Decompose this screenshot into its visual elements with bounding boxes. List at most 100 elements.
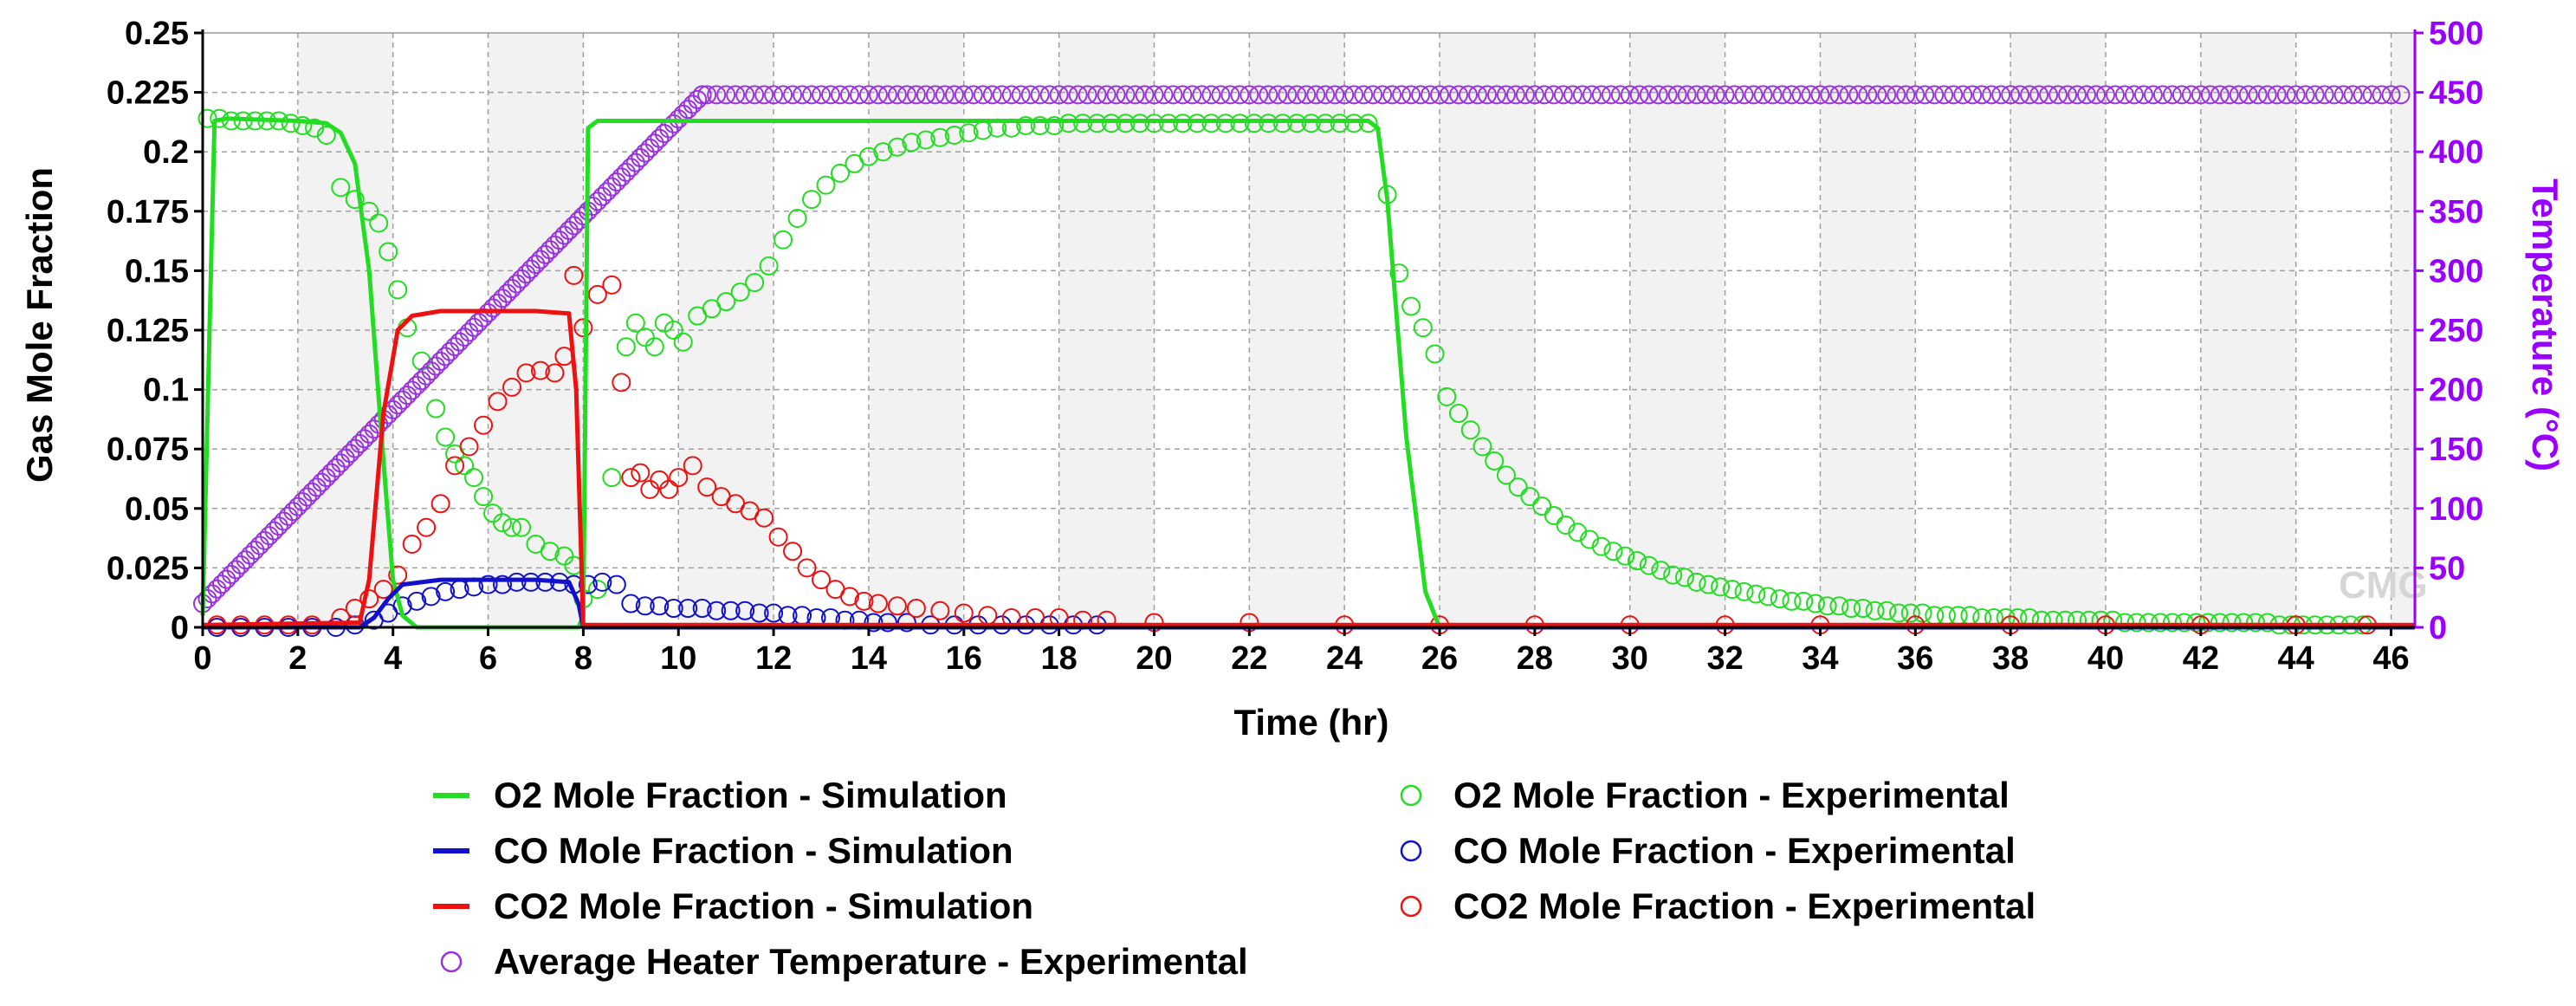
data-point xyxy=(1763,85,1783,105)
data-point xyxy=(369,213,389,233)
data-point xyxy=(1582,85,1602,105)
data-point xyxy=(635,143,655,163)
data-point xyxy=(982,85,1002,105)
legend-item-co-mole-fraction-simulation: CO Mole Fraction - Simulation xyxy=(433,830,1013,871)
data-point xyxy=(402,534,422,554)
data-point xyxy=(302,482,322,502)
data-point xyxy=(2286,85,2306,105)
legend-item-co2-mole-fraction-experimental: CO2 Mole Fraction - Experimental xyxy=(1400,886,2036,926)
data-point xyxy=(2039,85,2059,105)
data-point xyxy=(1889,603,1909,623)
data-point xyxy=(1620,85,1640,105)
data-point xyxy=(602,275,622,295)
data-point xyxy=(1239,85,1259,105)
series-co2-mole-fraction-experimental xyxy=(207,265,2378,635)
data-point xyxy=(688,89,708,109)
data-point xyxy=(1770,589,1790,609)
data-point xyxy=(1801,85,1821,105)
data-point xyxy=(2181,85,2201,105)
x-tick-label: 40 xyxy=(2087,640,2124,677)
x-tick-label: 10 xyxy=(660,640,696,677)
data-point xyxy=(735,600,755,620)
data-point xyxy=(1215,114,1235,133)
data-point xyxy=(2234,613,2254,633)
data-point xyxy=(1192,85,1212,105)
x-tick-label: 12 xyxy=(755,640,792,677)
data-point xyxy=(516,363,536,383)
data-point xyxy=(554,225,574,245)
data-point xyxy=(1639,555,1659,575)
data-point xyxy=(1848,85,1868,105)
data-point xyxy=(411,371,431,391)
data-point xyxy=(854,591,874,611)
data-point xyxy=(2124,85,2144,105)
data-point xyxy=(1696,85,1716,105)
data-point xyxy=(1354,85,1374,105)
data-point xyxy=(221,565,241,585)
data-point xyxy=(2257,85,2277,105)
data-point xyxy=(2305,85,2325,105)
data-point xyxy=(1244,114,1264,133)
data-point xyxy=(402,380,422,400)
data-point xyxy=(716,292,736,312)
data-point xyxy=(864,613,883,633)
data-point xyxy=(697,477,717,497)
data-point xyxy=(1078,85,1097,105)
data-point xyxy=(554,546,574,566)
data-point xyxy=(1674,568,1694,587)
data-point xyxy=(606,574,626,594)
data-point xyxy=(1477,85,1497,105)
data-point xyxy=(1722,580,1742,600)
data-point xyxy=(197,588,217,608)
data-point xyxy=(1472,437,1492,457)
data-point xyxy=(2087,85,2107,105)
data-point xyxy=(2257,613,2277,633)
data-point xyxy=(411,351,431,371)
data-point xyxy=(1425,344,1445,364)
data-point xyxy=(493,289,513,308)
legend-circle-swatch xyxy=(1400,895,1422,918)
data-point xyxy=(2029,85,2049,105)
y2-tick-label: 100 xyxy=(2429,491,2483,528)
data-point xyxy=(493,513,513,533)
legend-circle-swatch xyxy=(1400,840,1422,862)
data-point xyxy=(716,85,736,105)
data-point xyxy=(906,599,926,619)
data-point xyxy=(388,565,408,585)
data-point xyxy=(1686,85,1706,105)
data-point xyxy=(1829,596,1849,616)
data-point xyxy=(1106,85,1126,105)
data-point xyxy=(1677,85,1697,105)
data-point xyxy=(1001,85,1021,105)
data-point xyxy=(1972,85,1992,105)
data-point xyxy=(963,85,983,105)
data-point xyxy=(849,85,869,105)
data-point xyxy=(1960,606,1980,626)
data-point xyxy=(1130,114,1150,133)
x-tick-label: 46 xyxy=(2372,640,2409,677)
data-point xyxy=(388,280,408,300)
data-point xyxy=(612,167,631,187)
data-point xyxy=(1278,85,1298,105)
data-point xyxy=(683,456,702,476)
data-point xyxy=(2238,85,2258,105)
data-point xyxy=(2152,85,2172,105)
y2-tick-label: 150 xyxy=(2429,432,2483,468)
data-point xyxy=(787,209,807,229)
data-point xyxy=(802,85,822,105)
data-point xyxy=(1020,85,1040,105)
data-point xyxy=(407,375,427,395)
series-line-co-mole-fraction-simulation xyxy=(203,577,2415,630)
data-point xyxy=(1154,85,1174,105)
data-point xyxy=(1817,596,1837,616)
data-point xyxy=(359,589,379,609)
y2-tick-label: 300 xyxy=(2429,253,2483,289)
data-point xyxy=(1867,85,1887,105)
data-point xyxy=(754,508,774,528)
data-point xyxy=(1421,85,1440,105)
data-point xyxy=(954,85,974,105)
data-point xyxy=(1744,85,1764,105)
data-point xyxy=(606,172,626,192)
y-tick-label: 0 xyxy=(171,610,189,646)
data-point xyxy=(764,85,784,105)
